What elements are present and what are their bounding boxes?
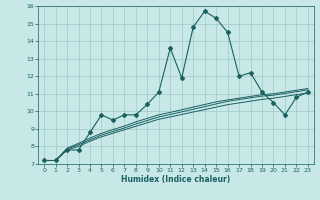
X-axis label: Humidex (Indice chaleur): Humidex (Indice chaleur) xyxy=(121,175,231,184)
